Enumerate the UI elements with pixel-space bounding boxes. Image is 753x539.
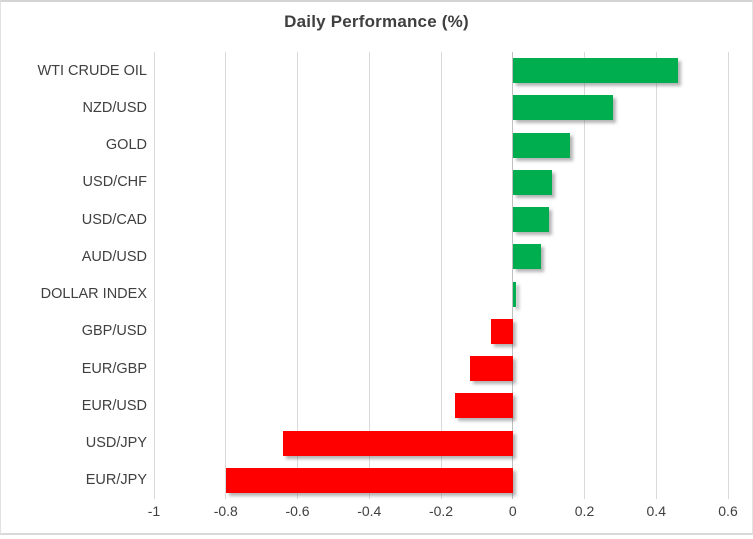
- bar-eur-gbp: [469, 356, 513, 382]
- category-label-usd-chf: USD/CHF: [82, 174, 147, 191]
- gridline: [153, 52, 155, 499]
- gridline: [727, 52, 729, 499]
- gridline: [297, 52, 298, 499]
- category-label-gbp-usd: GBP/USD: [81, 323, 147, 340]
- category-label-eur-gbp: EUR/GBP: [81, 360, 147, 377]
- bar-wti-crude-oil: [512, 58, 678, 84]
- chart-title: Daily Performance (%): [284, 12, 469, 31]
- x-tick-label: 0.4: [646, 503, 666, 519]
- x-tick-label: -0.4: [357, 503, 382, 519]
- gridline: [368, 52, 370, 499]
- category-label-wti-crude-oil: WTI CRUDE OIL: [37, 62, 147, 79]
- category-label-dollar-index: DOLLAR INDEX: [40, 286, 147, 303]
- category-label-eur-usd: EUR/USD: [81, 397, 147, 414]
- category-label-aud-usd: AUD/USD: [81, 248, 147, 265]
- x-tick-label: 0.6: [718, 503, 738, 519]
- x-tick-label: 0: [508, 503, 517, 519]
- bar-dollar-index: [512, 281, 517, 307]
- bar-usd-chf: [512, 169, 553, 195]
- gridline: [225, 52, 227, 499]
- bar-usd-cad: [512, 207, 549, 233]
- bar-eur-usd: [455, 393, 513, 419]
- gridline: [584, 52, 585, 499]
- category-label-gold: GOLD: [105, 137, 147, 154]
- bar-nzd-usd: [512, 95, 614, 121]
- category-label-nzd-usd: NZD/USD: [82, 99, 147, 116]
- bar-eur-jpy: [225, 467, 513, 493]
- category-label-eur-jpy: EUR/JPY: [85, 472, 147, 489]
- x-tick-label: -0.8: [213, 503, 238, 519]
- x-tick-label: -0.2: [428, 503, 454, 519]
- x-tick-label: 0.2: [574, 503, 595, 519]
- bar-aud-usd: [512, 244, 542, 270]
- category-label-usd-jpy: USD/JPY: [85, 435, 147, 452]
- bar-gbp-usd: [491, 318, 513, 344]
- bar-gold: [512, 132, 571, 158]
- plot-area: [153, 52, 729, 499]
- gridline: [440, 52, 442, 499]
- x-tick-label: -1: [147, 503, 161, 519]
- zero-axis-line: [512, 52, 514, 499]
- x-tick-label: -0.6: [285, 503, 310, 519]
- bar-usd-jpy: [283, 430, 513, 456]
- category-label-usd-cad: USD/CAD: [81, 211, 147, 228]
- gridline: [655, 52, 657, 499]
- y-axis-labels: WTI CRUDE OIL NZD/USD GOLD USD/CHF USD/CAD AU…: [1, 52, 147, 499]
- x-axis-labels: -1 -0.8 -0.6 -0.4 -0.2 0 0.2 0.4 0.6: [148, 503, 738, 525]
